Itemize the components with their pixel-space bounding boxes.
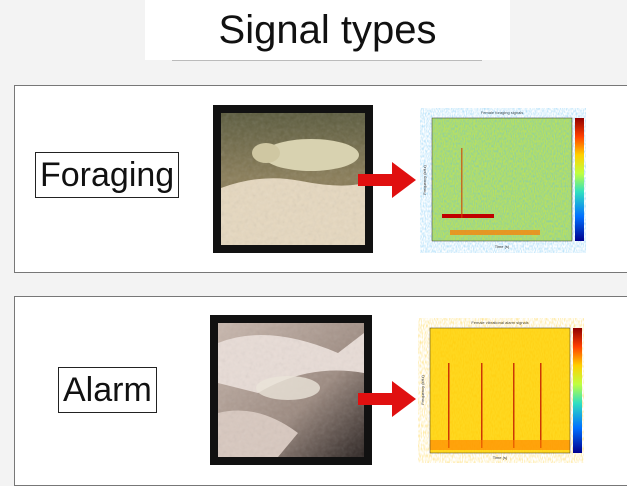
- spectrogram: Female vibrational alarm signals Time (s…: [420, 320, 582, 460]
- spectrogram-noise: [432, 118, 572, 241]
- spectrogram-title: Female vibrational alarm signals: [471, 320, 528, 325]
- photo: [218, 323, 364, 457]
- colorbar: [575, 118, 584, 241]
- colorbar: [573, 328, 582, 453]
- spectrogram-title: Female foraging signals: [481, 110, 523, 115]
- title-rule: [172, 60, 482, 61]
- signal-pulses: [448, 363, 542, 448]
- arrow: [358, 381, 416, 417]
- x-axis-label: Time (s): [495, 244, 510, 249]
- spectrogram: Female foraging signals Time (s) Frequen…: [422, 110, 584, 249]
- signal-band: [461, 148, 463, 218]
- arrow: [358, 162, 416, 198]
- spectrogram-noise: [430, 328, 570, 453]
- signal-band: [442, 214, 494, 218]
- title-box: Signal types: [145, 0, 510, 60]
- signal-band: [430, 440, 570, 450]
- signal-band: [450, 230, 540, 235]
- x-axis-label: Time (s): [493, 455, 508, 460]
- photo-frame: [210, 315, 372, 465]
- y-axis-label: Frequency (kHz): [422, 165, 427, 195]
- signal-label: Foraging: [35, 152, 180, 198]
- photo-frame: [213, 105, 373, 253]
- y-axis-label: Frequency (kHz): [420, 375, 425, 405]
- slide-title: Signal types: [218, 8, 437, 52]
- photo: [221, 113, 365, 245]
- signal-label: Alarm: [58, 367, 157, 413]
